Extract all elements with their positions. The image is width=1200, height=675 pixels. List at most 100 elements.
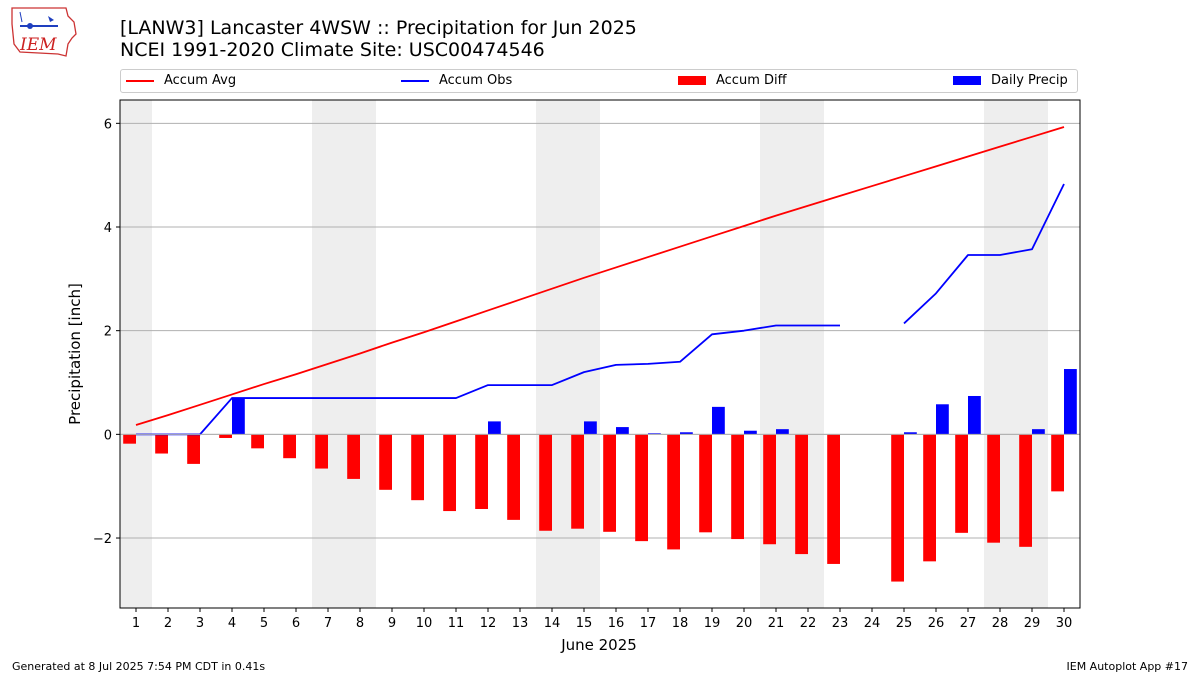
x-tick-label: 26 [928,616,945,631]
accum-diff-bar [251,434,264,449]
accum-diff-bar [603,434,616,532]
chart-legend: Accum Avg Accum Obs Accum Diff Daily Pre… [120,69,1078,93]
accum-obs-line [136,324,840,436]
accum-diff-bar [667,434,680,550]
accum-diff-bar [1051,434,1064,492]
accum-diff-bar [763,434,776,545]
daily-precip-bar [936,404,949,435]
accum-diff-bar [923,434,936,562]
accum-diff-bar [827,434,840,564]
x-tick-label: 24 [864,616,881,631]
x-tick-label: 19 [704,616,721,631]
x-tick-label: 6 [292,616,300,631]
legend-item-accum-obs: Accum Obs [401,73,512,88]
x-tick-label: 16 [608,616,625,631]
accum-obs-line [903,183,1065,325]
accum-diff-bar [987,434,1000,543]
accum-diff-bar [731,434,744,540]
x-tick-label: 21 [768,616,785,631]
daily-precip-bar [1032,429,1045,435]
x-tick-label: 2 [164,616,172,631]
x-tick-label: 20 [736,616,753,631]
x-tick-label: 30 [1056,616,1073,631]
chart-title: [LANW3] Lancaster 4WSW :: Precipitation … [120,17,637,39]
weekend-shade-day-15 [568,100,600,608]
x-axis-label: June 2025 [560,636,637,654]
y-tick-label: 6 [104,117,112,132]
x-tick-label: 25 [896,616,913,631]
daily-precip-bar [680,432,693,435]
accum-diff-bar [315,434,328,469]
x-tick-label: 12 [480,616,497,631]
daily-precip-bar [1064,369,1077,435]
daily-precip-bar [968,395,981,435]
plot-frame [119,99,1081,609]
x-tick-label: 4 [228,616,236,631]
x-tick-label: 29 [1024,616,1041,631]
x-tick-label: 7 [324,616,332,631]
daily-precip-bar [776,429,789,435]
iem-logo: IEM [11,7,77,57]
accum-diff-bar [411,434,424,501]
accum-diff-bar [507,434,520,520]
accum-diff-bar [955,434,968,533]
x-tick-label: 1 [132,616,140,631]
weekend-shading [120,100,1048,608]
accum-diff-bars [123,434,1064,582]
accum-diff-bar [283,434,296,459]
y-tick-label: 2 [104,325,112,340]
daily-precip-bar [584,421,597,435]
footer-app: IEM Autoplot App #17 [1066,660,1189,673]
x-tick-label: 23 [832,616,849,631]
daily-precip-bar [232,398,245,435]
x-tick-label: 18 [672,616,689,631]
y-tick-label: −2 [93,532,112,547]
legend-label-accum-diff: Accum Diff [716,73,787,88]
legend-item-daily-precip: Daily Precip [953,73,1068,88]
accum-diff-bar [795,434,808,555]
legend-swatch-accum-diff [678,76,706,85]
accum-diff-bar [1019,434,1032,547]
x-tick-label: 14 [544,616,561,631]
accum-diff-bar [219,434,232,438]
weekend-shade-day-1 [120,100,152,608]
daily-precip-bar [648,433,661,435]
accum-lines [135,126,1065,436]
x-tick-label: 27 [960,616,977,631]
accum-diff-bar [347,434,360,479]
accum-diff-bar [891,434,904,582]
weekend-shade-day-7 [312,100,344,608]
accum-diff-bar [443,434,456,512]
x-tick-label: 11 [448,616,465,631]
daily-precip-bar [712,406,725,435]
accum-diff-bar [699,434,712,533]
x-tick-label: 10 [416,616,433,631]
accum-diff-bar [475,434,488,509]
legend-label-accum-obs: Accum Obs [439,73,513,88]
x-tick-label: 22 [800,616,817,631]
daily-precip-bar [904,432,917,435]
x-tick-label: 5 [260,616,268,631]
legend-swatch-accum-avg [126,79,154,82]
accum-diff-bar [571,434,584,529]
legend-swatch-accum-obs [401,79,429,82]
y-tick-label: 0 [104,428,112,443]
svg-text:IEM: IEM [19,35,57,55]
legend-item-accum-diff: Accum Diff [678,73,787,88]
x-tick-label: 15 [576,616,593,631]
daily-precip-bars [232,369,1077,435]
x-tick-label: 28 [992,616,1009,631]
legend-label-daily-precip: Daily Precip [991,73,1068,88]
accum-diff-bar [123,434,136,444]
chart-subtitle: NCEI 1991-2020 Climate Site: USC00474546 [120,39,545,61]
x-tick-label: 9 [388,616,396,631]
daily-precip-bar [616,427,629,435]
legend-swatch-daily-precip [953,76,981,85]
x-tick-label: 13 [512,616,529,631]
accum-avg-line [135,126,1065,426]
daily-precip-bar [488,421,501,435]
accum-diff-bar [635,434,648,542]
x-tick-label: 17 [640,616,657,631]
